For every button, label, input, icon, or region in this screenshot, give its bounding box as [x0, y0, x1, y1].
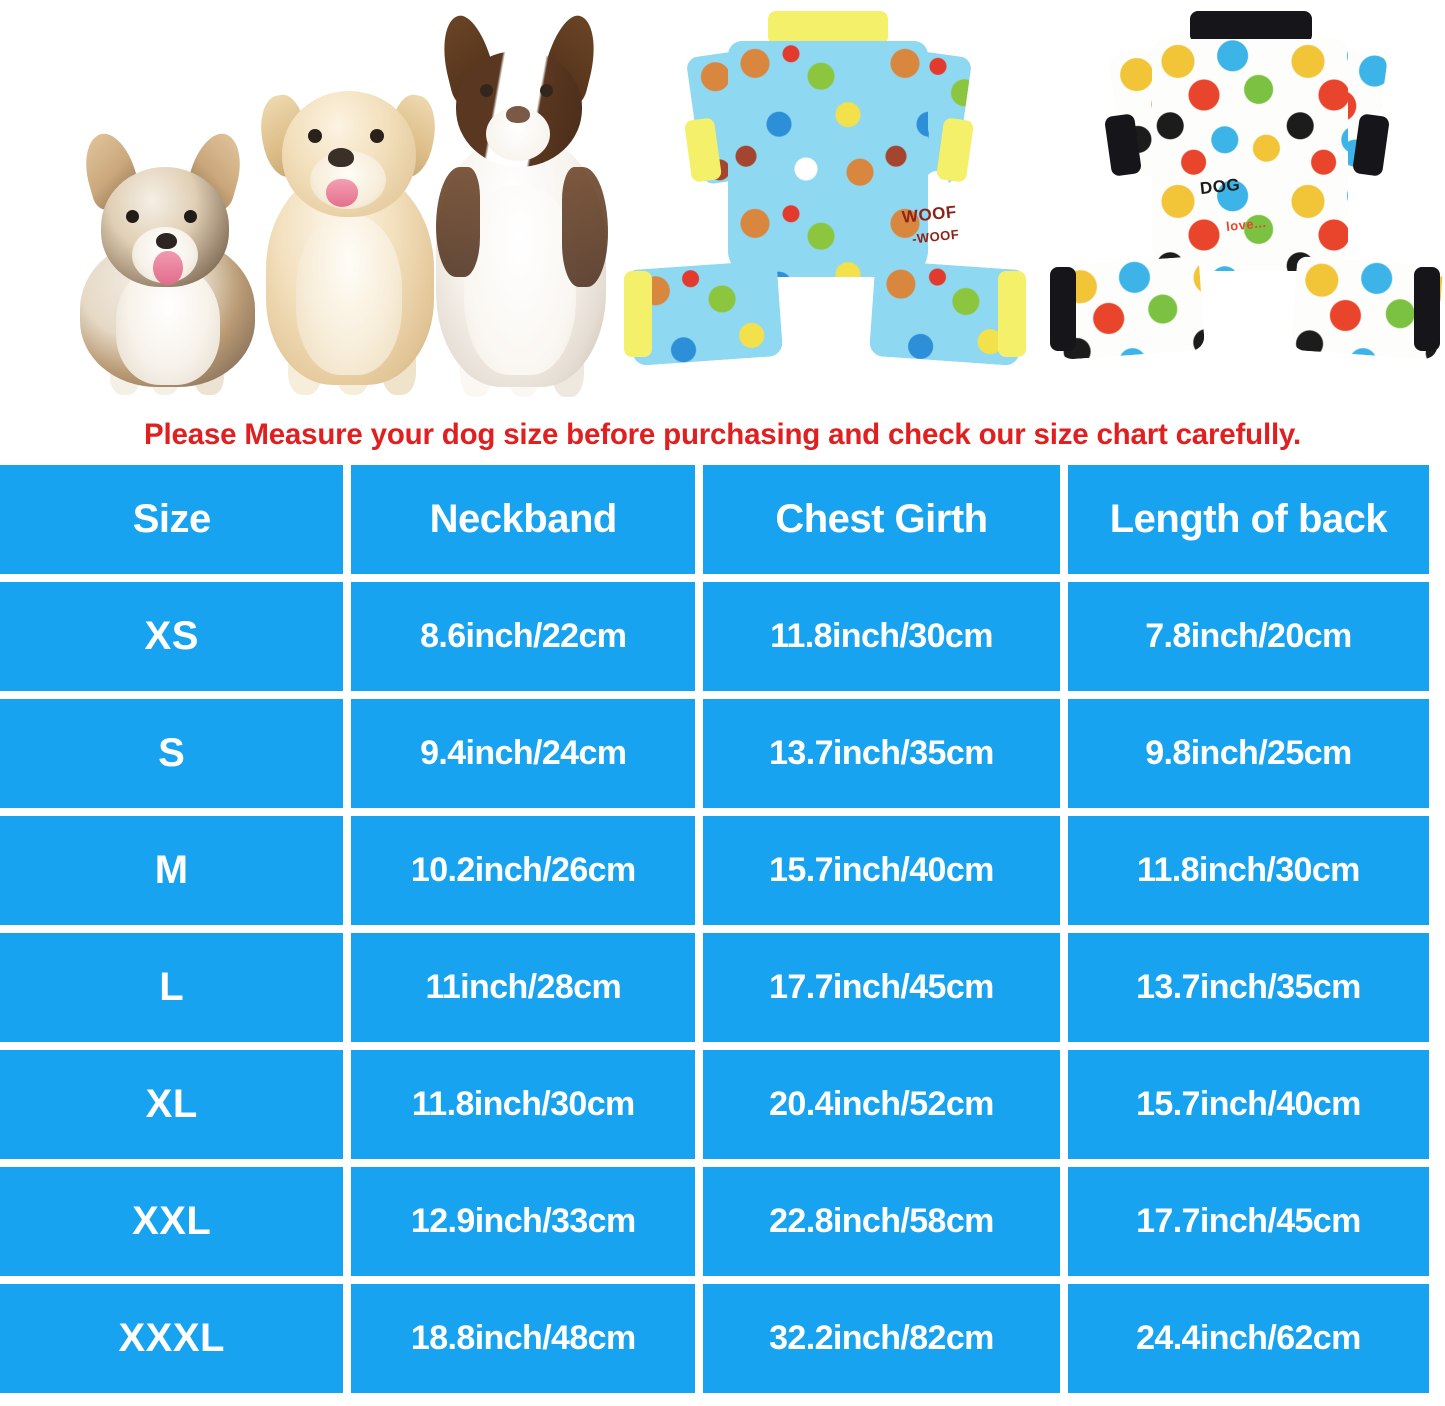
corgi-eye	[184, 210, 197, 223]
collie-coat-patch	[436, 167, 480, 277]
collie-eye	[540, 84, 553, 97]
cell-length-of-back: 15.7inch/40cm	[1067, 1050, 1429, 1159]
cell-length-of-back: 11.8inch/30cm	[1067, 816, 1429, 925]
size-chart-table: Size Neckband Chest Girth Length of back…	[0, 457, 1437, 1401]
cell-neckband: 8.6inch/22cm	[351, 582, 696, 691]
cell-neckband: 11inch/28cm	[351, 933, 696, 1042]
cell-chest-girth: 22.8inch/58cm	[703, 1167, 1060, 1276]
collie-nose	[506, 106, 530, 123]
cell-chest-girth: 20.4inch/52cm	[703, 1050, 1060, 1159]
table-header-row: Size Neckband Chest Girth Length of back	[0, 465, 1429, 574]
cell-chest-girth: 11.8inch/30cm	[703, 582, 1060, 691]
cell-length-of-back: 7.8inch/20cm	[1067, 582, 1429, 691]
cell-neckband: 10.2inch/26cm	[351, 816, 696, 925]
cell-size: XXL	[0, 1167, 344, 1276]
golden-tongue	[326, 179, 358, 207]
cell-length-of-back: 13.7inch/35cm	[1067, 933, 1429, 1042]
white-pajama-collar	[1190, 11, 1312, 43]
size-chart-body: XS 8.6inch/22cm 11.8inch/30cm 7.8inch/20…	[0, 582, 1429, 1393]
cell-size: M	[0, 816, 344, 925]
golden-eye	[370, 129, 384, 143]
cell-size: L	[0, 933, 344, 1042]
cell-chest-girth: 32.2inch/82cm	[703, 1284, 1060, 1393]
white-pajama-leg-cuff-left	[1050, 267, 1076, 351]
table-row: XS 8.6inch/22cm 11.8inch/30cm 7.8inch/20…	[0, 582, 1429, 691]
cell-size: S	[0, 699, 344, 808]
cell-chest-girth: 17.7inch/45cm	[703, 933, 1060, 1042]
blue-pajama-torso	[728, 41, 928, 277]
cell-length-of-back: 17.7inch/45cm	[1067, 1167, 1429, 1276]
cell-size: XL	[0, 1050, 344, 1159]
measure-warning-text: Please Measure your dog size before purc…	[144, 418, 1301, 451]
corgi-nose	[156, 233, 177, 249]
golden-nose	[328, 148, 354, 167]
table-row: XXL 12.9inch/33cm 22.8inch/58cm 17.7inch…	[0, 1167, 1429, 1276]
product-photo-white-graffiti-pajama: DOG love...	[1050, 7, 1444, 397]
cell-length-of-back: 24.4inch/62cm	[1067, 1284, 1429, 1393]
golden-retriever-illustration	[248, 65, 448, 395]
border-collie-illustration	[412, 10, 627, 397]
corgi-illustration	[58, 127, 273, 395]
collie-coat-patch	[562, 167, 608, 287]
blue-pajama-collar	[768, 11, 888, 45]
white-pajama-leg-cuff-right	[1414, 267, 1440, 351]
cell-chest-girth: 15.7inch/40cm	[703, 816, 1060, 925]
white-pajama-torso	[1152, 39, 1348, 271]
table-row: M 10.2inch/26cm 15.7inch/40cm 11.8inch/3…	[0, 816, 1429, 925]
column-header-neckband: Neckband	[351, 465, 696, 574]
product-photo-strip: WOOF -WOOF DOG love...	[0, 0, 1445, 405]
golden-eye	[308, 129, 322, 143]
collie-chest	[464, 185, 576, 375]
cell-length-of-back: 9.8inch/25cm	[1067, 699, 1429, 808]
cell-size: XS	[0, 582, 344, 691]
table-row: S 9.4inch/24cm 13.7inch/35cm 9.8inch/25c…	[0, 699, 1429, 808]
blue-pajama-leg-cuff-left	[624, 271, 652, 357]
cell-neckband: 11.8inch/30cm	[351, 1050, 696, 1159]
table-row: L 11inch/28cm 17.7inch/45cm 13.7inch/35c…	[0, 933, 1429, 1042]
table-row: XL 11.8inch/30cm 20.4inch/52cm 15.7inch/…	[0, 1050, 1429, 1159]
column-header-size: Size	[0, 465, 344, 574]
cell-size: XXXL	[0, 1284, 344, 1393]
cell-neckband: 18.8inch/48cm	[351, 1284, 696, 1393]
golden-chest	[296, 215, 402, 375]
product-photo-blue-corgi-pajama: WOOF -WOOF	[620, 7, 1026, 397]
corgi-eye	[126, 210, 139, 223]
corgi-tongue	[153, 251, 183, 285]
measure-warning-banner: Please Measure your dog size before purc…	[0, 406, 1445, 464]
cell-chest-girth: 13.7inch/35cm	[703, 699, 1060, 808]
cell-neckband: 12.9inch/33cm	[351, 1167, 696, 1276]
column-header-length-of-back: Length of back	[1067, 465, 1429, 574]
table-row: XXXL 18.8inch/48cm 32.2inch/82cm 24.4inc…	[0, 1284, 1429, 1393]
collie-eye	[480, 84, 493, 97]
column-header-chest-girth: Chest Girth	[703, 465, 1060, 574]
cell-neckband: 9.4inch/24cm	[351, 699, 696, 808]
blue-pajama-leg-cuff-right	[998, 271, 1026, 357]
